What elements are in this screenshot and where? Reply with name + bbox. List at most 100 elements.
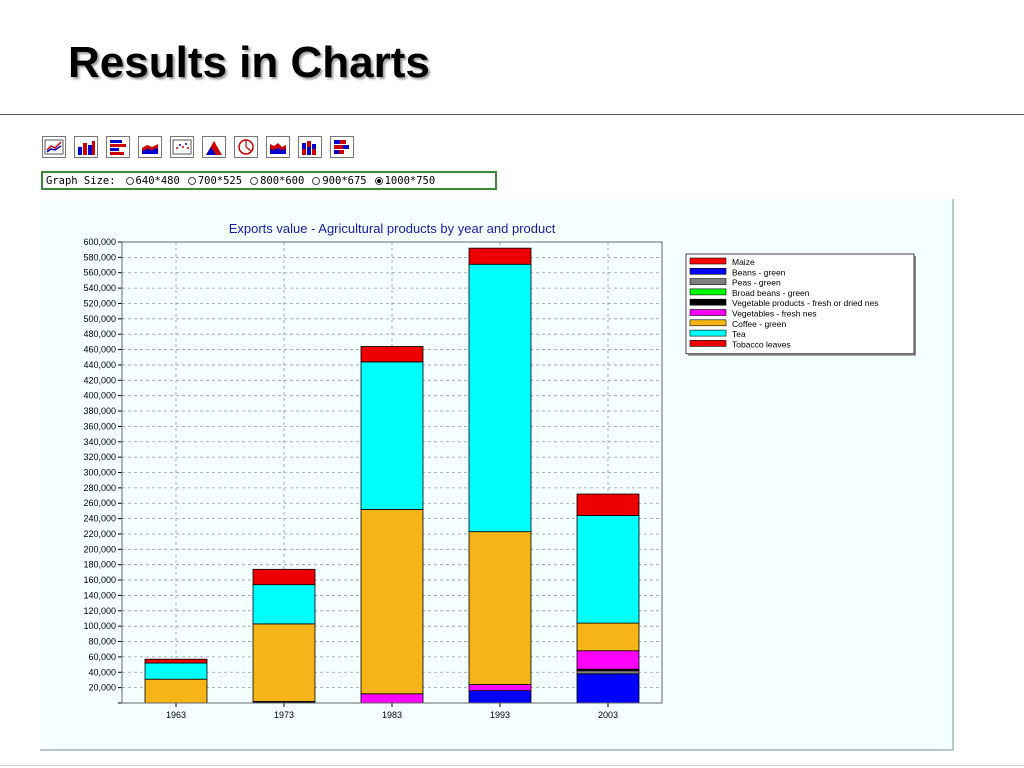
slide-title: Results in Charts xyxy=(68,38,430,87)
y-tick-label: 180,000 xyxy=(83,560,116,570)
legend-swatch xyxy=(689,278,727,285)
x-tick-label: 1983 xyxy=(382,710,402,720)
bar-segment xyxy=(144,678,208,704)
chart-type-button-pie-chart[interactable] xyxy=(234,136,258,158)
legend-entry: Tea xyxy=(732,329,746,339)
chart-type-button-mountain-chart[interactable] xyxy=(202,136,226,158)
chart-type-button-stacked-area-chart[interactable] xyxy=(266,136,290,158)
chart-type-button-horizontal-bar-chart[interactable] xyxy=(106,136,130,158)
y-tick-label: 140,000 xyxy=(83,590,116,600)
bar-segment xyxy=(468,690,532,704)
legend-entry: Beans - green xyxy=(732,267,786,277)
chart-panel: Exports value - Agricultural products by… xyxy=(40,199,954,751)
radio-button[interactable] xyxy=(374,176,383,185)
legend-entry: Peas - green xyxy=(732,278,781,288)
bar-segment xyxy=(576,650,640,670)
y-tick-label: 440,000 xyxy=(83,360,116,370)
chart-type-toolbar xyxy=(42,136,354,158)
stacked-bar-chart: Exports value - Agricultural products by… xyxy=(83,221,916,720)
y-tick-label: 460,000 xyxy=(83,345,116,355)
line-chart-icon xyxy=(44,139,64,155)
legend-swatch xyxy=(689,319,727,327)
legend-swatch xyxy=(689,288,727,296)
chart-type-button-line-chart[interactable] xyxy=(42,136,66,158)
chart-type-button-stacked-horizontal-bar-chart[interactable] xyxy=(330,136,354,158)
chart-type-button-stacked-bar-chart[interactable] xyxy=(298,136,322,158)
plot-frame xyxy=(121,241,663,704)
mountain-chart-icon xyxy=(206,141,222,155)
bar-segment xyxy=(360,693,424,704)
y-tick-label: 360,000 xyxy=(83,421,116,431)
y-tick-label: 200,000 xyxy=(83,544,116,554)
bar-segment xyxy=(144,662,208,680)
horizontal-bar-chart-icon xyxy=(110,140,126,155)
bar-segment xyxy=(360,508,424,695)
y-tick-label: 240,000 xyxy=(83,514,116,524)
graph-size-option-label: 900*675 xyxy=(322,174,367,187)
bar-segment xyxy=(468,531,532,685)
graph-size-option[interactable]: 700*525 xyxy=(187,174,243,187)
y-tick-label: 80,000 xyxy=(88,637,116,647)
legend-swatch xyxy=(689,309,727,316)
title-divider xyxy=(0,114,1024,115)
y-tick-label: 60,000 xyxy=(88,652,116,662)
bar-segment xyxy=(360,361,424,510)
y-tick-label: 420,000 xyxy=(83,375,116,385)
y-tick-label: 560,000 xyxy=(83,268,116,278)
legend-swatch xyxy=(689,298,727,306)
y-tick-label: 340,000 xyxy=(83,437,116,447)
bar-segment xyxy=(576,670,640,675)
pie-chart-icon xyxy=(238,139,254,155)
legend-entry: Vegetable products - fresh or dried nes xyxy=(732,298,878,308)
legend-entry: Broad beans - green xyxy=(732,288,810,298)
y-tick-label: 520,000 xyxy=(83,298,116,308)
stacked-area-chart-icon xyxy=(270,143,286,154)
legend-entry: Coffee - green xyxy=(732,319,786,329)
y-tick-label: 580,000 xyxy=(83,252,116,262)
legend-entry: Tobacco leaves xyxy=(732,339,791,349)
radio-button[interactable] xyxy=(312,176,321,185)
legend-swatch xyxy=(689,329,727,337)
bar-segment xyxy=(252,568,316,586)
chart-type-button-scatter-chart[interactable] xyxy=(170,136,194,158)
x-tick-label: 1993 xyxy=(490,710,510,720)
graph-size-label: Graph Size: xyxy=(46,174,116,187)
chart-type-button-area-chart[interactable] xyxy=(138,136,162,158)
graph-size-option[interactable]: 900*675 xyxy=(312,174,367,187)
bar-segment xyxy=(576,622,640,652)
x-tick-label: 1963 xyxy=(166,710,186,720)
radio-button[interactable] xyxy=(187,176,196,185)
y-tick-label: 220,000 xyxy=(83,529,116,539)
y-tick-label: 400,000 xyxy=(83,391,116,401)
graph-size-selector: Graph Size: 640*480 700*525 800*600 900*675… xyxy=(41,171,497,190)
scatter-chart-icon xyxy=(172,139,192,155)
stacked-horizontal-bar-chart-icon xyxy=(334,140,349,154)
chart-type-button-bar-chart[interactable] xyxy=(74,136,98,158)
y-tick-label: 260,000 xyxy=(83,498,116,508)
y-tick-label: 300,000 xyxy=(83,468,116,478)
stacked-bar-chart-icon xyxy=(302,141,316,155)
radio-button[interactable] xyxy=(250,176,259,185)
graph-size-option-label: 800*600 xyxy=(260,174,305,187)
radio-button[interactable] xyxy=(125,176,134,185)
graph-size-option[interactable]: 800*600 xyxy=(250,175,304,187)
area-chart-icon xyxy=(142,144,158,154)
bar-segment xyxy=(360,346,424,363)
graph-size-option[interactable]: 640*480 xyxy=(125,175,180,187)
y-tick-label: 480,000 xyxy=(83,329,116,339)
y-tick-label: 280,000 xyxy=(83,483,116,493)
legend-entry: Maize xyxy=(732,257,755,267)
y-tick-label: 100,000 xyxy=(83,621,116,631)
graph-size-option[interactable]: 1000*750 xyxy=(374,175,435,187)
bar-segment xyxy=(468,684,532,692)
y-tick-label: 20,000 xyxy=(88,683,116,693)
legend-entry: Vegetables - fresh nes xyxy=(732,309,817,319)
y-tick-label: 600,000 xyxy=(83,237,116,247)
footer-line xyxy=(0,765,1024,766)
y-tick-label: 380,000 xyxy=(83,406,116,416)
y-tick-label: 40,000 xyxy=(88,667,116,677)
y-tick-label: 540,000 xyxy=(83,283,116,293)
graph-size-option-label: 700*525 xyxy=(197,174,243,187)
bar-segment xyxy=(252,623,316,702)
legend-swatch xyxy=(689,340,727,347)
